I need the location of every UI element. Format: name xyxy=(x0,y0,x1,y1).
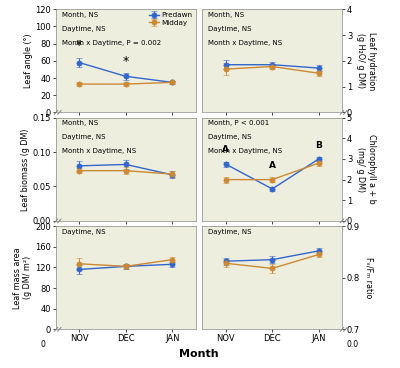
Text: Daytime, NS: Daytime, NS xyxy=(208,229,252,235)
Text: Month x Daytime, P = 0.002: Month x Daytime, P = 0.002 xyxy=(62,40,161,46)
Text: Month x Daytime, NS: Month x Daytime, NS xyxy=(208,40,282,46)
Text: Month x Daytime, NS: Month x Daytime, NS xyxy=(208,148,282,154)
Text: Daytime, NS: Daytime, NS xyxy=(208,134,252,140)
Text: Month, NS: Month, NS xyxy=(62,120,98,126)
Text: B: B xyxy=(315,141,322,150)
Text: A: A xyxy=(269,161,276,170)
Text: Daytime, NS: Daytime, NS xyxy=(208,26,252,32)
Text: 0: 0 xyxy=(40,340,45,350)
Y-axis label: Leaf hydration
(g H₂O/ g DM): Leaf hydration (g H₂O/ g DM) xyxy=(356,32,376,90)
Y-axis label: Fᵥ/Fₘ ratio: Fᵥ/Fₘ ratio xyxy=(364,257,373,298)
Y-axis label: Chlorophyll a + b
(mg/ g DM): Chlorophyll a + b (mg/ g DM) xyxy=(356,134,376,204)
Text: *: * xyxy=(76,39,82,52)
Text: A: A xyxy=(222,145,229,155)
Y-axis label: Leaf biomass (g DM): Leaf biomass (g DM) xyxy=(21,128,30,210)
Text: Month, P < 0.001: Month, P < 0.001 xyxy=(208,120,269,126)
Y-axis label: Leaf mass area
(g DM/ m²): Leaf mass area (g DM/ m²) xyxy=(13,247,32,308)
Legend: Predawn, Midday: Predawn, Midday xyxy=(148,11,193,26)
Text: Daytime, NS: Daytime, NS xyxy=(62,229,105,235)
Text: Month, NS: Month, NS xyxy=(62,12,98,18)
Text: 0.0: 0.0 xyxy=(346,340,358,350)
Text: Daytime, NS: Daytime, NS xyxy=(62,134,105,140)
Text: Month, NS: Month, NS xyxy=(208,12,244,18)
Text: Daytime, NS: Daytime, NS xyxy=(62,26,105,32)
Text: Month: Month xyxy=(179,349,219,359)
Text: *: * xyxy=(123,55,129,68)
Y-axis label: Leaf angle (°): Leaf angle (°) xyxy=(24,33,33,88)
Text: Month x Daytime, NS: Month x Daytime, NS xyxy=(62,148,136,154)
